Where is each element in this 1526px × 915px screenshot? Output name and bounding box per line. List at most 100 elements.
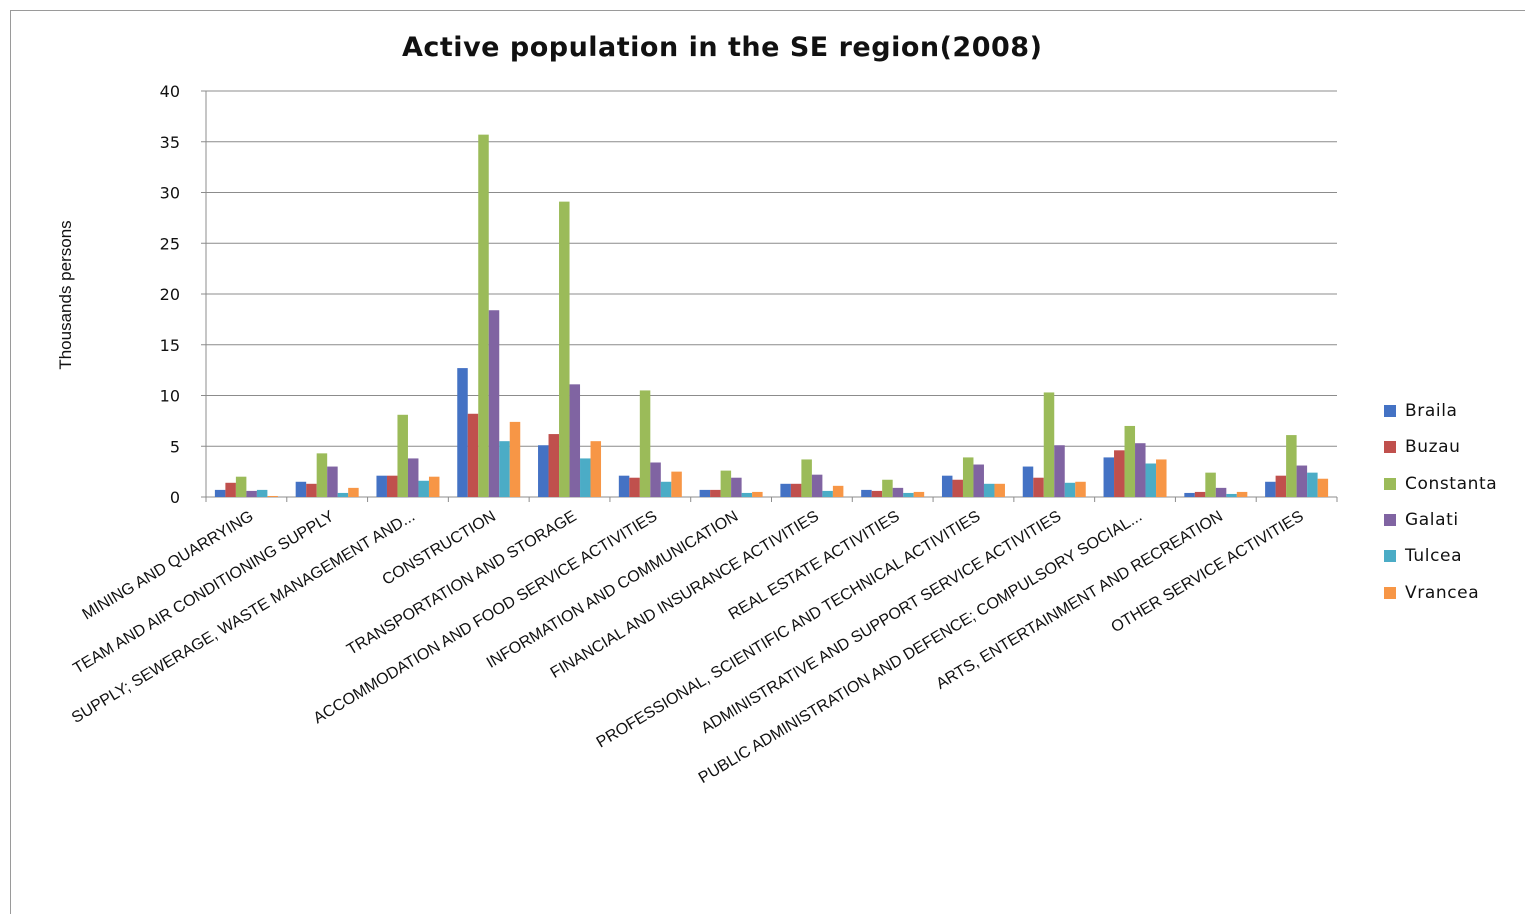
y-tick-label: 40 bbox=[160, 82, 180, 101]
bar-constanta-11 bbox=[1124, 425, 1136, 497]
y-tick-label: 0 bbox=[170, 488, 180, 507]
legend-swatch bbox=[1384, 514, 1396, 527]
bar-constanta-0 bbox=[235, 476, 247, 497]
bar-buzau-7 bbox=[790, 483, 802, 497]
bar-vrancea-6 bbox=[752, 491, 763, 497]
bar-tulcea-10 bbox=[1064, 482, 1076, 497]
legend-item-galati: Galati bbox=[1384, 502, 1497, 538]
bar-vrancea-13 bbox=[1317, 478, 1329, 497]
bar-buzau-12 bbox=[1194, 491, 1206, 497]
bar-tulcea-7 bbox=[822, 490, 833, 497]
bar-tulcea-1 bbox=[337, 492, 349, 497]
bar-galati-0 bbox=[246, 490, 257, 497]
bar-tulcea-3 bbox=[499, 441, 510, 497]
bar-constanta-2 bbox=[397, 414, 408, 497]
bar-constanta-9 bbox=[962, 457, 974, 497]
bar-braila-1 bbox=[295, 481, 307, 497]
bar-tulcea-4 bbox=[580, 458, 591, 497]
bar-tulcea-11 bbox=[1145, 463, 1157, 497]
legend-label: Tulcea bbox=[1405, 546, 1463, 567]
bar-galati-7 bbox=[811, 474, 823, 497]
bar-tulcea-0 bbox=[256, 489, 268, 497]
bar-tulcea-6 bbox=[741, 492, 753, 497]
x-category-label: ADMINISTRATIVE AND SUPPORT SERVICE ACTIV… bbox=[698, 508, 1064, 737]
bar-braila-2 bbox=[376, 475, 387, 497]
bar-buzau-1 bbox=[306, 483, 317, 497]
x-category-label: PROFESSIONAL, SCIENTIFIC AND TECHNICAL A… bbox=[594, 508, 984, 752]
bar-constanta-13 bbox=[1286, 435, 1297, 497]
bar-galati-13 bbox=[1296, 465, 1308, 497]
bar-tulcea-2 bbox=[418, 480, 429, 497]
bar-buzau-3 bbox=[467, 413, 479, 497]
bar-braila-7 bbox=[780, 483, 791, 497]
bar-buzau-4 bbox=[548, 434, 560, 497]
bar-braila-10 bbox=[1022, 466, 1034, 497]
bar-braila-11 bbox=[1103, 457, 1115, 497]
bar-vrancea-12 bbox=[1236, 491, 1248, 497]
bar-vrancea-9 bbox=[994, 483, 1005, 497]
y-tick-label: 5 bbox=[170, 437, 180, 456]
bar-tulcea-9 bbox=[983, 483, 995, 497]
legend-item-tulcea: Tulcea bbox=[1384, 538, 1497, 574]
legend-swatch bbox=[1384, 441, 1396, 454]
bar-galati-4 bbox=[569, 384, 581, 497]
bar-vrancea-11 bbox=[1156, 459, 1167, 497]
bar-vrancea-5 bbox=[671, 471, 682, 497]
bar-braila-13 bbox=[1265, 481, 1276, 497]
y-tick-label: 25 bbox=[160, 234, 180, 253]
bar-vrancea-10 bbox=[1075, 481, 1086, 497]
legend-label: Buzau bbox=[1405, 437, 1461, 458]
legend-item-braila: Braila bbox=[1384, 393, 1497, 429]
bar-tulcea-13 bbox=[1307, 472, 1318, 497]
bar-constanta-1 bbox=[316, 453, 328, 497]
bar-braila-9 bbox=[941, 475, 953, 497]
legend-swatch bbox=[1384, 586, 1396, 599]
y-tick-label: 10 bbox=[160, 387, 180, 406]
bar-braila-5 bbox=[618, 475, 630, 497]
bar-constanta-5 bbox=[639, 390, 651, 497]
bar-vrancea-3 bbox=[509, 421, 521, 497]
bar-vrancea-0 bbox=[267, 495, 278, 497]
bar-braila-6 bbox=[699, 489, 711, 497]
bar-vrancea-1 bbox=[348, 487, 359, 497]
bar-tulcea-12 bbox=[1226, 493, 1237, 497]
chart-frame bbox=[10, 10, 1525, 914]
bar-constanta-12 bbox=[1205, 472, 1216, 497]
legend-item-buzau: Buzau bbox=[1384, 429, 1497, 465]
bar-galati-11 bbox=[1135, 443, 1146, 497]
y-tick-label: 15 bbox=[160, 336, 180, 355]
bar-braila-3 bbox=[457, 368, 468, 497]
x-category-label: ARTS, ENTERTAINMENT AND RECREATION bbox=[933, 508, 1225, 693]
bar-constanta-6 bbox=[720, 470, 732, 497]
bar-constanta-10 bbox=[1043, 392, 1055, 497]
bar-buzau-6 bbox=[710, 489, 721, 497]
bar-braila-8 bbox=[861, 489, 872, 497]
bar-galati-1 bbox=[327, 466, 338, 497]
bar-galati-8 bbox=[892, 487, 904, 497]
bar-braila-4 bbox=[538, 445, 549, 497]
bar-constanta-3 bbox=[478, 134, 489, 497]
legend-swatch bbox=[1384, 550, 1396, 563]
bar-galati-3 bbox=[488, 310, 500, 497]
bar-buzau-8 bbox=[871, 490, 883, 497]
bar-galati-5 bbox=[650, 462, 661, 497]
legend-label: Braila bbox=[1405, 401, 1458, 422]
legend-item-constanta: Constanta bbox=[1384, 466, 1497, 502]
bar-buzau-11 bbox=[1114, 450, 1125, 497]
bar-buzau-5 bbox=[629, 477, 640, 497]
y-tick-label: 35 bbox=[160, 133, 180, 152]
bar-vrancea-8 bbox=[913, 491, 925, 497]
bar-tulcea-5 bbox=[660, 481, 672, 497]
bar-braila-12 bbox=[1184, 492, 1195, 497]
bar-galati-12 bbox=[1215, 487, 1227, 497]
chart-title: Active population in the SE region(2008) bbox=[402, 32, 1043, 63]
bar-tulcea-8 bbox=[903, 492, 914, 497]
bar-buzau-13 bbox=[1275, 475, 1287, 497]
bar-buzau-10 bbox=[1033, 477, 1044, 497]
legend-item-vrancea: Vrancea bbox=[1384, 574, 1497, 610]
legend-swatch bbox=[1384, 477, 1396, 490]
legend: Braila Buzau Constanta Galati Tulcea Vrancea bbox=[1384, 393, 1497, 611]
bar-vrancea-7 bbox=[832, 485, 844, 497]
bar-galati-9 bbox=[973, 464, 984, 497]
